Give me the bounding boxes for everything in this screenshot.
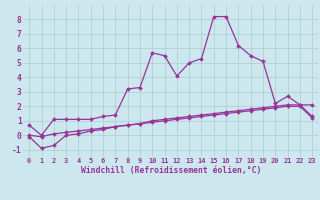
X-axis label: Windchill (Refroidissement éolien,°C): Windchill (Refroidissement éolien,°C) — [81, 166, 261, 175]
